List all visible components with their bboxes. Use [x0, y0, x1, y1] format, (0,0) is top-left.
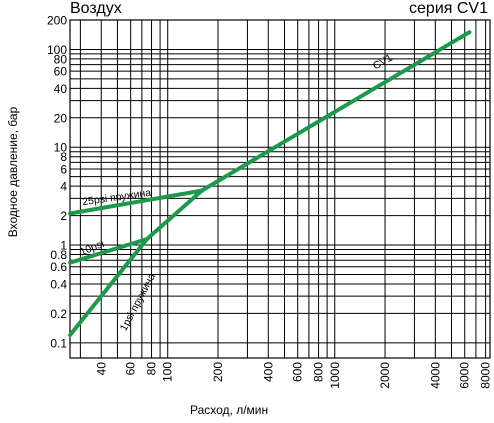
- y-tick-label: 0.4: [50, 277, 67, 291]
- chart-title-right: серия CV1: [409, 0, 488, 17]
- y-tick-label: 80: [54, 52, 68, 66]
- plot-frame: [69, 19, 491, 359]
- x-tick-label: 200: [211, 362, 225, 382]
- y-tick-label: 0.2: [50, 307, 67, 321]
- y-tick-label: 8: [60, 150, 67, 164]
- series-line: [68, 188, 204, 216]
- x-tick-label: 100: [161, 362, 175, 382]
- chart-title-left: Воздух: [70, 0, 122, 17]
- y-tick-label: 0.1: [50, 336, 67, 350]
- x-tick-label: 2000: [378, 362, 392, 389]
- y-tick-label: 40: [54, 82, 68, 96]
- series-line: [68, 237, 149, 265]
- y-tick-label: 0.6: [50, 260, 67, 274]
- x-tick-label: 400: [261, 362, 275, 382]
- x-tick-label: 60: [124, 362, 138, 376]
- x-tick-label: 40: [94, 362, 108, 376]
- x-axis-label: Расход, л/мин: [190, 403, 269, 417]
- x-tick-label: 1000: [328, 362, 342, 389]
- y-tick-label: 6: [60, 162, 67, 176]
- y-tick-label: 100: [47, 43, 67, 57]
- y-tick-label: 4: [60, 180, 67, 194]
- y-tick-label: 200: [47, 14, 67, 28]
- y-tick-label: 2: [60, 209, 67, 223]
- x-tick-label: 8000: [479, 362, 493, 389]
- x-tick-label: 6000: [458, 362, 472, 389]
- series-line: [199, 30, 472, 193]
- x-tick-label: 800: [312, 362, 326, 382]
- x-tick-label: 600: [291, 362, 305, 382]
- y-tick-label: 10: [54, 141, 68, 155]
- x-tick-label: 4000: [428, 362, 442, 389]
- x-tick-label: 80: [145, 362, 159, 376]
- y-tick-label: 20: [54, 111, 68, 125]
- y-tick-label: 60: [54, 65, 68, 79]
- y-tick-label: 0.8: [50, 248, 67, 262]
- series-line: [68, 188, 204, 338]
- y-tick-label: 1: [60, 239, 67, 253]
